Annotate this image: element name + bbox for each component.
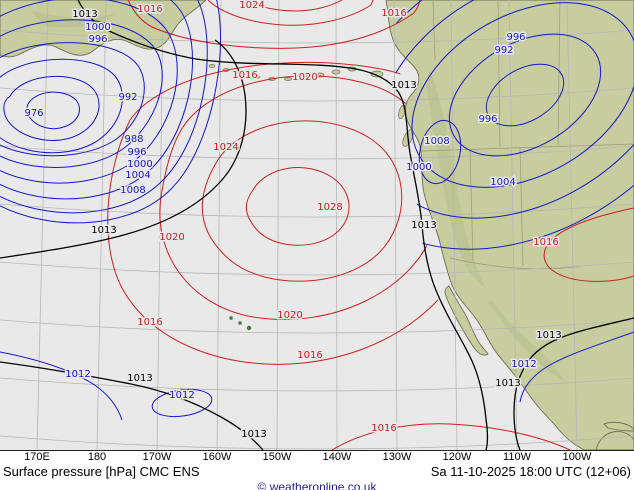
isobar-1024-top-ridge: [245, 0, 343, 12]
isobar-1013-around-low: [0, 39, 247, 259]
isobar-1013-southwest: [0, 361, 264, 450]
aleutian-island: [284, 77, 292, 81]
isobar-1013-southeast: [513, 317, 634, 450]
isobar-1020-top-ridge: [207, 0, 374, 26]
isobar-label-996: 996: [506, 32, 525, 43]
longitude-label-170E: 170E: [24, 451, 50, 463]
terrain-shading: [30, 10, 565, 382]
isobar-label-1024: 1024: [213, 142, 238, 153]
isobar-label-976: 976: [24, 108, 43, 119]
map-area: 1013 1016 1024 1016 1000 996 996 992 992 976 988 99…: [0, 0, 634, 451]
isobar-1016-pacific-high: [107, 61, 481, 365]
isobars-black-group: [0, 0, 634, 450]
isobar-label-1013: 1013: [91, 225, 116, 236]
land-north-america: [385, 0, 634, 450]
isobar-1016-top-ridge: [127, 0, 421, 49]
isobar-label-1008: 1008: [120, 185, 145, 196]
isobar-label-992: 992: [494, 45, 513, 56]
isobar-1012-southwest: [0, 351, 123, 421]
isobar-label-1016: 1016: [371, 423, 396, 434]
isobar-label-1013: 1013: [391, 80, 416, 91]
isobar-1028-pacific-high: [245, 167, 350, 246]
land-cuba: [603, 421, 634, 432]
chart-title: Surface pressure [hPa] CMC ENS: [3, 463, 200, 479]
longitude-label-160W: 160W: [202, 451, 232, 463]
isobar-label-1013: 1013: [411, 220, 436, 231]
longitude-label-180: 180: [87, 451, 107, 463]
isobar-label-1012: 1012: [511, 359, 536, 370]
longitude-label-110W: 110W: [503, 451, 531, 463]
isobar-1024-pacific-high: [201, 120, 403, 282]
land-yucatan: [595, 431, 634, 450]
isobar-label-988: 988: [124, 134, 143, 145]
longitude-label-150W: 150W: [262, 451, 292, 463]
longitude-label-130W: 130W: [382, 451, 412, 463]
isobar-label-1013: 1013: [72, 9, 97, 20]
longitude-label-120W: 120W: [442, 451, 472, 463]
hawaii-islands: [229, 316, 252, 331]
isobar-label-1004: 1004: [490, 177, 515, 188]
isobar-label-1013: 1013: [241, 429, 266, 440]
isobar-label-1013: 1013: [127, 373, 152, 384]
isobar-label-1008: 1008: [424, 136, 449, 147]
longitude-label-100W: 100W: [562, 451, 592, 463]
isobar-1013-coastal: [77, 0, 489, 450]
isobar-1016-mexico: [543, 207, 634, 282]
isobar-label-1020: 1020: [277, 310, 302, 321]
isobar-label-1016: 1016: [232, 70, 257, 81]
aleutian-island: [208, 64, 216, 68]
aleutian-island: [252, 75, 260, 79]
isobar-label-996: 996: [88, 34, 107, 45]
isobar-label-1020: 1020: [292, 72, 317, 83]
isobar-1012-closed-low: [151, 388, 213, 418]
isobar-label-996: 996: [478, 114, 497, 125]
isobar-label-1013: 1013: [536, 330, 561, 341]
land-masses: [0, 0, 634, 450]
isobar-1012-southeast: [519, 331, 634, 403]
isobar-label-992: 992: [118, 92, 137, 103]
political-borders: [420, 0, 634, 270]
isobar-label-1024: 1024: [239, 0, 264, 11]
isobar-label-1012: 1012: [65, 369, 90, 380]
isobars-canada-low: [394, 0, 634, 250]
copyright-bar: © weatheronline.co.uk: [0, 478, 634, 490]
isobar-label-1016: 1016: [381, 8, 406, 19]
isobar-label-996: 996: [127, 147, 146, 158]
aleutian-island: [300, 76, 308, 80]
isobar-label-1004: 1004: [125, 170, 150, 181]
longitude-label-140W: 140W: [322, 451, 352, 463]
isobar-label-1013: 1013: [495, 378, 520, 389]
isobar-label-1000: 1000: [406, 162, 431, 173]
isobar-label-1000: 1000: [127, 159, 152, 170]
isobar-1008-coastal-low: [418, 119, 462, 185]
copyright: © weatheronline.co.uk: [257, 480, 377, 490]
chart-datetime: Sa 11-10-2025 18:00 UTC (12+06): [430, 463, 631, 479]
isobar-label-1016: 1016: [297, 350, 322, 361]
longitude-label-170W: 170W: [142, 451, 172, 463]
isobar-1020-pacific-high: [159, 75, 443, 321]
graticule: [0, 0, 634, 450]
longitude-axis: 170E 180 170W 160W 150W 140W 130W 120W 110W 100W: [0, 451, 634, 464]
isobar-label-1016: 1016: [137, 4, 162, 15]
kodiak-island: [370, 70, 384, 78]
isobar-label-1016: 1016: [137, 317, 162, 328]
isobar-label-1028: 1028: [317, 202, 342, 213]
isobar-label-1020: 1020: [159, 232, 184, 243]
isobars-blue-group: [0, 0, 634, 421]
isobar-1016-bottom: [331, 423, 571, 450]
land-northeast-asia: [0, 0, 207, 58]
isobar-label-1000: 1000: [85, 22, 110, 33]
land-baja-california: [444, 285, 489, 356]
isobar-label-1016: 1016: [533, 237, 558, 248]
isobar-label-1012: 1012: [169, 390, 194, 401]
isobars-red-group: [107, 0, 634, 450]
isobar-976-aleutian-low: [26, 91, 80, 130]
caption-bar: Surface pressure [hPa] CMC ENS Sa 11-10-…: [0, 463, 634, 479]
